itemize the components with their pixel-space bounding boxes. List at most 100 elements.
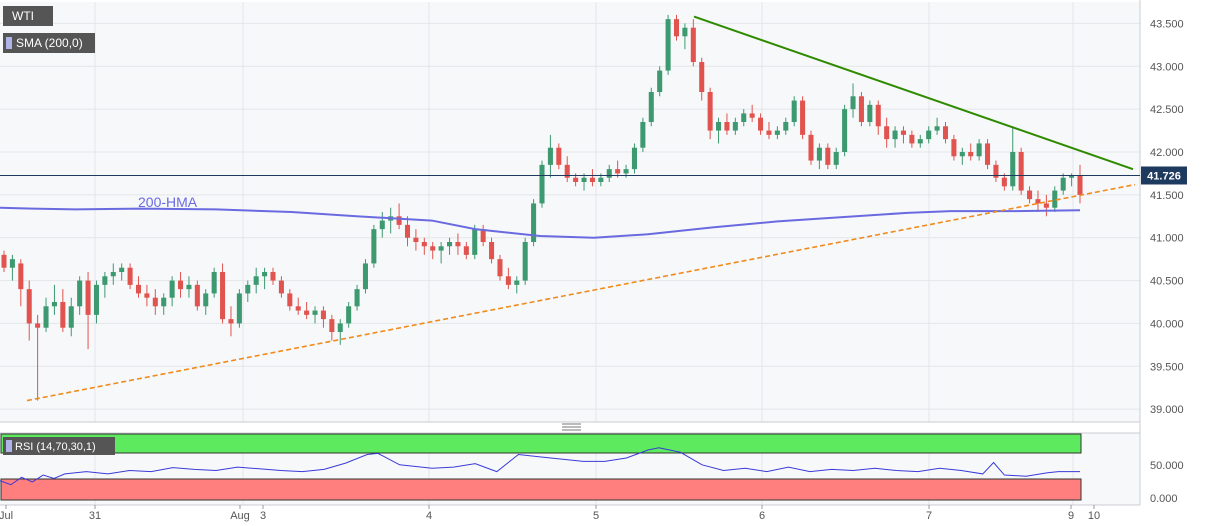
x-tick-label: 7 <box>926 510 932 522</box>
candle-body <box>1035 199 1041 204</box>
candle-body <box>724 122 730 131</box>
candle-body <box>833 152 839 165</box>
candle-body <box>346 306 352 324</box>
candle-body <box>716 122 722 131</box>
y-tick-label: 40.500 <box>1150 276 1184 288</box>
candle-body <box>1027 190 1033 200</box>
candle-body <box>766 130 772 135</box>
candle-body <box>800 100 806 135</box>
candle-body <box>371 229 377 264</box>
candle-body <box>749 113 755 118</box>
x-tick-label: 5 <box>593 510 599 522</box>
y-tick-label: 43.500 <box>1150 18 1184 30</box>
candle-body <box>1069 176 1075 178</box>
candle-body <box>472 229 478 255</box>
candle-body <box>732 122 738 131</box>
candle-body <box>236 293 242 324</box>
candle-body <box>539 164 545 204</box>
candle-body <box>900 130 906 135</box>
candle-body <box>699 62 705 92</box>
candle-body <box>43 306 49 328</box>
candle-body <box>942 126 949 140</box>
candle-body <box>18 263 24 290</box>
candle-body <box>169 280 175 298</box>
candle-body <box>1043 203 1049 208</box>
candle-body <box>337 323 343 332</box>
candle-body <box>152 297 158 307</box>
candle-body <box>741 113 747 122</box>
candle-body <box>926 130 932 140</box>
x-tick-label: 6 <box>759 510 765 522</box>
candle-body <box>354 289 360 307</box>
candle-body <box>505 276 511 285</box>
y-tick-label: 40.000 <box>1150 318 1184 330</box>
candle-body <box>480 229 486 242</box>
y-tick-label: 42.000 <box>1150 147 1184 159</box>
candle-body <box>531 203 537 242</box>
candle-body <box>447 242 453 247</box>
candle-body <box>774 130 780 135</box>
candle-body <box>993 164 999 178</box>
candle-body <box>421 242 427 247</box>
candle-body <box>884 126 890 140</box>
candle-body <box>606 169 612 178</box>
last-price-badge <box>1141 166 1187 185</box>
candle-body <box>682 27 688 37</box>
candle-body <box>816 147 822 161</box>
candle-body <box>556 147 562 165</box>
candle-body <box>842 109 848 152</box>
candle-body <box>564 164 570 178</box>
candle-body <box>26 289 32 324</box>
sma-badge <box>3 33 95 53</box>
candle-body <box>573 177 579 182</box>
symbol-label: WTI <box>12 9 34 23</box>
sma-color-swatch <box>6 37 12 49</box>
candle-body <box>211 272 217 294</box>
candle-body <box>295 306 301 311</box>
hma-label: 200-HMA <box>138 194 198 210</box>
rsi-color-swatch <box>6 440 12 452</box>
rsi-label: RSI (14,70,30,1) <box>15 441 96 453</box>
candle-body <box>858 96 864 122</box>
candle-body <box>892 130 898 140</box>
hma-line <box>0 206 1081 239</box>
candle-body <box>976 143 982 157</box>
candle-body <box>77 280 83 307</box>
y-tick-label: 41.500 <box>1150 190 1184 202</box>
candle-body <box>791 100 797 122</box>
candle-body <box>161 297 167 307</box>
candle-body <box>514 280 520 285</box>
candle-body <box>758 117 764 131</box>
candle-body <box>825 147 831 165</box>
rsi-tick-label: 0.000 <box>1150 493 1178 505</box>
candle-body <box>1018 152 1024 191</box>
candle-body <box>287 293 293 307</box>
candle-body <box>615 169 621 174</box>
candle-body <box>707 92 713 131</box>
candle-body <box>102 276 108 285</box>
candle-body <box>278 280 284 294</box>
candle-body <box>127 267 133 285</box>
candle-body <box>673 19 680 37</box>
candle-body <box>228 319 234 324</box>
candle-body <box>329 319 335 332</box>
candle-body <box>68 306 74 328</box>
last-price-label: 41.726 <box>1147 170 1181 182</box>
rsi-overbought-band <box>0 433 1082 454</box>
candle-body <box>110 272 116 277</box>
candle-body <box>9 259 15 268</box>
candle-body <box>413 237 419 242</box>
candle-body <box>404 224 411 238</box>
candle-body <box>850 96 856 110</box>
candle-body <box>497 259 503 277</box>
candle-body <box>362 263 368 290</box>
candle-body <box>985 143 991 165</box>
x-tick-label: 10 <box>1088 510 1100 522</box>
candle-body <box>262 272 268 277</box>
x-tick-label: Aug <box>230 510 250 522</box>
candle-body <box>489 242 495 260</box>
candle-body <box>270 272 276 281</box>
candle-body <box>1010 152 1016 187</box>
candle-body <box>253 276 259 285</box>
y-tick-label: 42.500 <box>1150 104 1184 116</box>
